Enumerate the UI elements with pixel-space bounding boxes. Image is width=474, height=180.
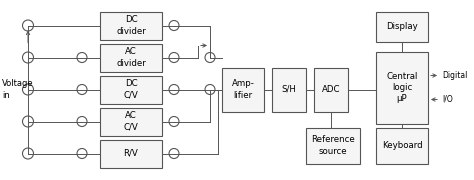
Bar [100, 140, 162, 168]
Text: AC
C/V: AC C/V [124, 111, 138, 132]
Bar [100, 12, 162, 39]
Bar [314, 68, 348, 111]
Text: Amp-
lifier: Amp- lifier [232, 79, 255, 100]
Text: ADC: ADC [322, 85, 340, 94]
Text: R/V: R/V [124, 149, 138, 158]
Text: Reference
source: Reference source [311, 135, 355, 156]
Text: Keyboard: Keyboard [382, 141, 422, 150]
Bar [306, 127, 360, 163]
Bar [100, 75, 162, 104]
Text: Central
logic
μP: Central logic μP [386, 71, 418, 104]
Text: S/H: S/H [282, 85, 296, 94]
Bar [100, 107, 162, 136]
Bar [272, 68, 306, 111]
Text: AC
divider: AC divider [116, 47, 146, 68]
Text: Digital: Digital [442, 71, 467, 80]
Bar [376, 51, 428, 123]
Text: Display: Display [386, 22, 418, 31]
Bar [376, 12, 428, 42]
Text: DC
divider: DC divider [116, 15, 146, 36]
Bar [222, 68, 264, 111]
Text: I/O: I/O [442, 95, 453, 104]
Bar [100, 44, 162, 71]
Text: Voltage
in: Voltage in [2, 79, 34, 100]
Bar [376, 127, 428, 163]
Text: DC
C/V: DC C/V [124, 79, 138, 100]
